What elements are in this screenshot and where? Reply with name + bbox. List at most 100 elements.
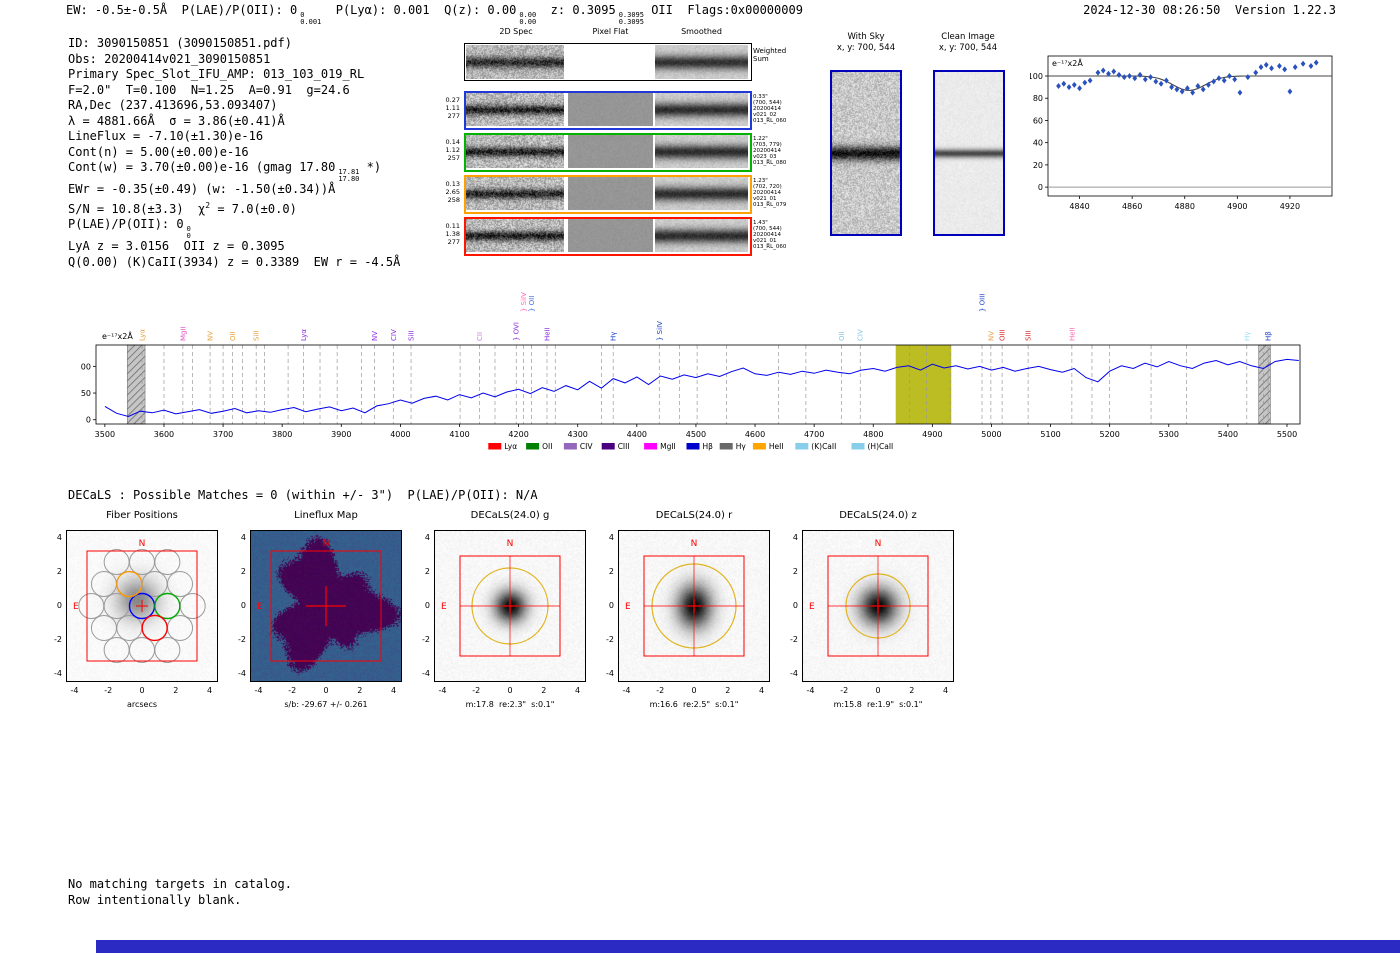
row-left-stats: 0.14 1.12 257 xyxy=(445,138,460,162)
center-cross xyxy=(871,599,885,613)
fit-model-line xyxy=(1048,75,1332,91)
fit-data-point xyxy=(1313,59,1319,66)
fit-data-point xyxy=(1195,83,1201,89)
cutout-x-tick-label: 2 xyxy=(725,686,731,695)
legend-swatch xyxy=(851,443,865,450)
cutout-y-tick-label: 2 xyxy=(56,567,62,577)
fit-data-point xyxy=(1137,71,1143,78)
fit-data-point xyxy=(1184,85,1190,92)
center-cross xyxy=(503,599,517,613)
legend-swatch xyxy=(488,443,502,450)
stack-bottom: 17.80 xyxy=(338,174,360,183)
fiber-circle xyxy=(90,571,117,598)
cutout-y-tick-label: 0 xyxy=(792,601,798,610)
cutout-title: Lineflux Map xyxy=(294,510,358,521)
legend-label: HeII xyxy=(769,442,784,451)
row-right-annotation: 1.23" (702, 720) 20200414 v021_01 013_RL… xyxy=(753,178,787,208)
legend-swatch xyxy=(601,443,615,450)
fit-data-point xyxy=(1158,80,1164,87)
spectrum-x-tick-label: 4000 xyxy=(390,430,410,439)
text-segment: Obs: 20200414v021_3090150851 xyxy=(68,51,271,66)
emission-line-label: Lyα xyxy=(139,329,147,341)
fit-data-point xyxy=(1100,67,1106,74)
text-segment: OII Flags:0x00000009 xyxy=(643,3,803,17)
row-left-stats: 0.11 1.38 277 xyxy=(445,222,460,246)
emission-line-label: OIII xyxy=(999,329,1007,341)
cutout-title: DECaLS(24.0) z xyxy=(839,510,917,521)
text-segment: LyA z = 3.0156 OII z = 0.3095 xyxy=(68,239,285,253)
weighted-smoothed-image xyxy=(655,45,748,79)
cutout-x-tick-label: 2 xyxy=(909,686,915,695)
sky-image-frame xyxy=(830,70,902,236)
compass-east-label: E xyxy=(625,602,631,612)
fiber-circle xyxy=(103,636,130,663)
cutout-x-tick-label: -4 xyxy=(254,686,263,695)
row-smoothed-image xyxy=(655,93,748,126)
spectrum-x-tick-label: 4700 xyxy=(804,430,824,439)
legend-label: (K)CaII xyxy=(811,442,836,451)
fit-data-point xyxy=(1127,73,1132,79)
row-2d-spec-image xyxy=(466,177,564,210)
cutout-overlay-3: NE xyxy=(618,530,770,682)
spec2d-col-header: Pixel Flat xyxy=(592,27,629,36)
stacked-values: 0 0.001 xyxy=(300,12,321,25)
fiber-circle xyxy=(78,593,105,619)
emission-line-label: SiII xyxy=(408,330,416,341)
spectrum-x-tick-label: 4600 xyxy=(745,430,765,439)
emission-line-label: HeII xyxy=(543,327,551,341)
info-line: LyA z = 3.0156 OII z = 0.3095 xyxy=(68,239,400,255)
fit-data-point xyxy=(1245,74,1251,81)
row-smoothed-image xyxy=(655,219,748,252)
emission-line-label: CIV xyxy=(390,329,398,341)
cutout-title: DECaLS(24.0) r xyxy=(655,510,733,521)
cutout-y-tick-label: -2 xyxy=(422,634,430,644)
text-segment: S/N = 10.8(±3.3) χ xyxy=(68,201,206,216)
spectrum-legend: Lyα OII CIV CIII MgII Hβ Hγ HeII (K)CaII (H)CaII xyxy=(488,442,893,451)
spectrum-x-tick-label: 4500 xyxy=(686,430,706,439)
row-left-stats: 0.27 1.11 277 xyxy=(445,96,460,120)
compass-north-label: N xyxy=(691,539,698,549)
fit-data-point xyxy=(1066,84,1072,91)
compass-east-label: E xyxy=(441,602,447,612)
cutout-caption: m:15.8 re:1.9" s:0.1" xyxy=(833,700,923,709)
text-segment: ID: 3090150851 (3090150851.pdf) xyxy=(68,36,292,50)
row-pixel-flat-image xyxy=(568,219,653,252)
info-line: Primary Spec_Slot_IFU_AMP: 013_103_019_R… xyxy=(68,67,400,83)
fit-x-tick-label: 4840 xyxy=(1069,202,1089,211)
sky-image-frame xyxy=(933,70,1005,236)
text-segment: Q(0.00) (K)CaII(3934) z = 0.3389 EW r = … xyxy=(68,254,401,269)
cutout-frame xyxy=(802,530,954,682)
cutout-overlay-1: NE xyxy=(250,530,402,682)
fit-data-point xyxy=(1263,61,1269,68)
text-segment: Cont(w) = 3.70(±0.00)e-16 (gmag 17.80 xyxy=(68,160,336,174)
info-line: Q(0.00) (K)CaII(3934) z = 0.3389 EW r = … xyxy=(68,255,400,271)
spectrum-x-tick-label: 5400 xyxy=(1218,430,1238,439)
legend-label: Hβ xyxy=(703,442,714,451)
cutout-x-tick-label: -2 xyxy=(288,686,297,695)
stacked-values: 0.00 0.00 xyxy=(519,12,536,25)
cutout-y-tick-label: 2 xyxy=(608,567,614,577)
legend-label: CIII xyxy=(618,442,630,451)
fit-data-point xyxy=(1308,63,1314,69)
spectrum-x-tick-label: 3800 xyxy=(272,430,292,439)
fit-data-point xyxy=(1111,68,1117,75)
emission-line-label: NV xyxy=(207,331,215,341)
classification-bar xyxy=(96,940,1400,953)
cutout-y-tick-label: 4 xyxy=(792,533,798,543)
fiber-circle xyxy=(154,636,181,663)
stack-bottom: 0.00 xyxy=(519,17,537,26)
info-line: ID: 3090150851 (3090150851.pdf) xyxy=(68,36,400,52)
cutout-overlay-4: NE xyxy=(802,530,954,682)
spectrum-x-tick-label: 3600 xyxy=(154,430,174,439)
emission-line-label: } OII xyxy=(528,296,536,312)
fit-data-point xyxy=(1061,80,1067,87)
row-smoothed-image xyxy=(655,177,748,210)
spectrum-x-tick-label: 3700 xyxy=(213,430,233,439)
fit-x-tick-label: 4920 xyxy=(1280,202,1300,211)
cutout-y-tick-label: 4 xyxy=(240,533,246,543)
cutout-y-tick-label: -4 xyxy=(238,668,246,678)
cutout-x-tick-label: 4 xyxy=(575,686,581,695)
clean-image xyxy=(935,72,1003,234)
